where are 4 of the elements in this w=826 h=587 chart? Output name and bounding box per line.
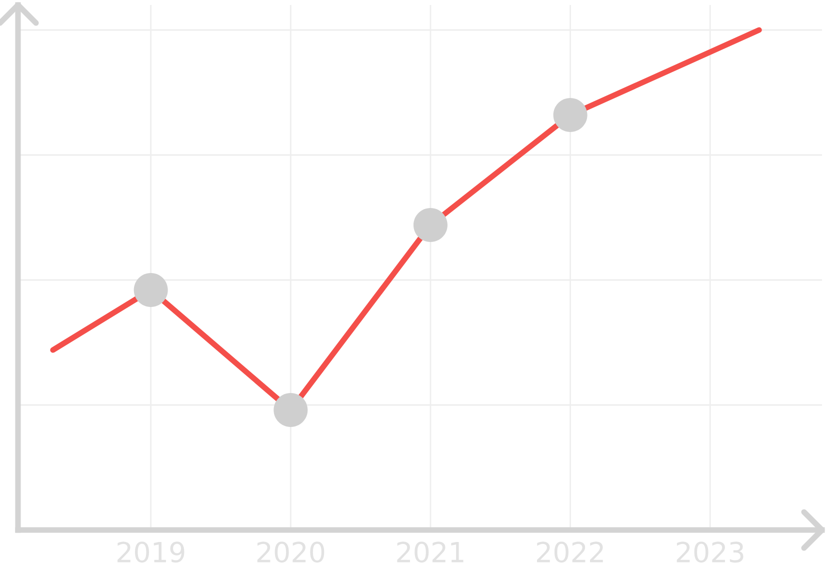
point (413, 208, 448, 242)
point (134, 272, 168, 308)
point (274, 392, 308, 428)
point (553, 98, 588, 132)
